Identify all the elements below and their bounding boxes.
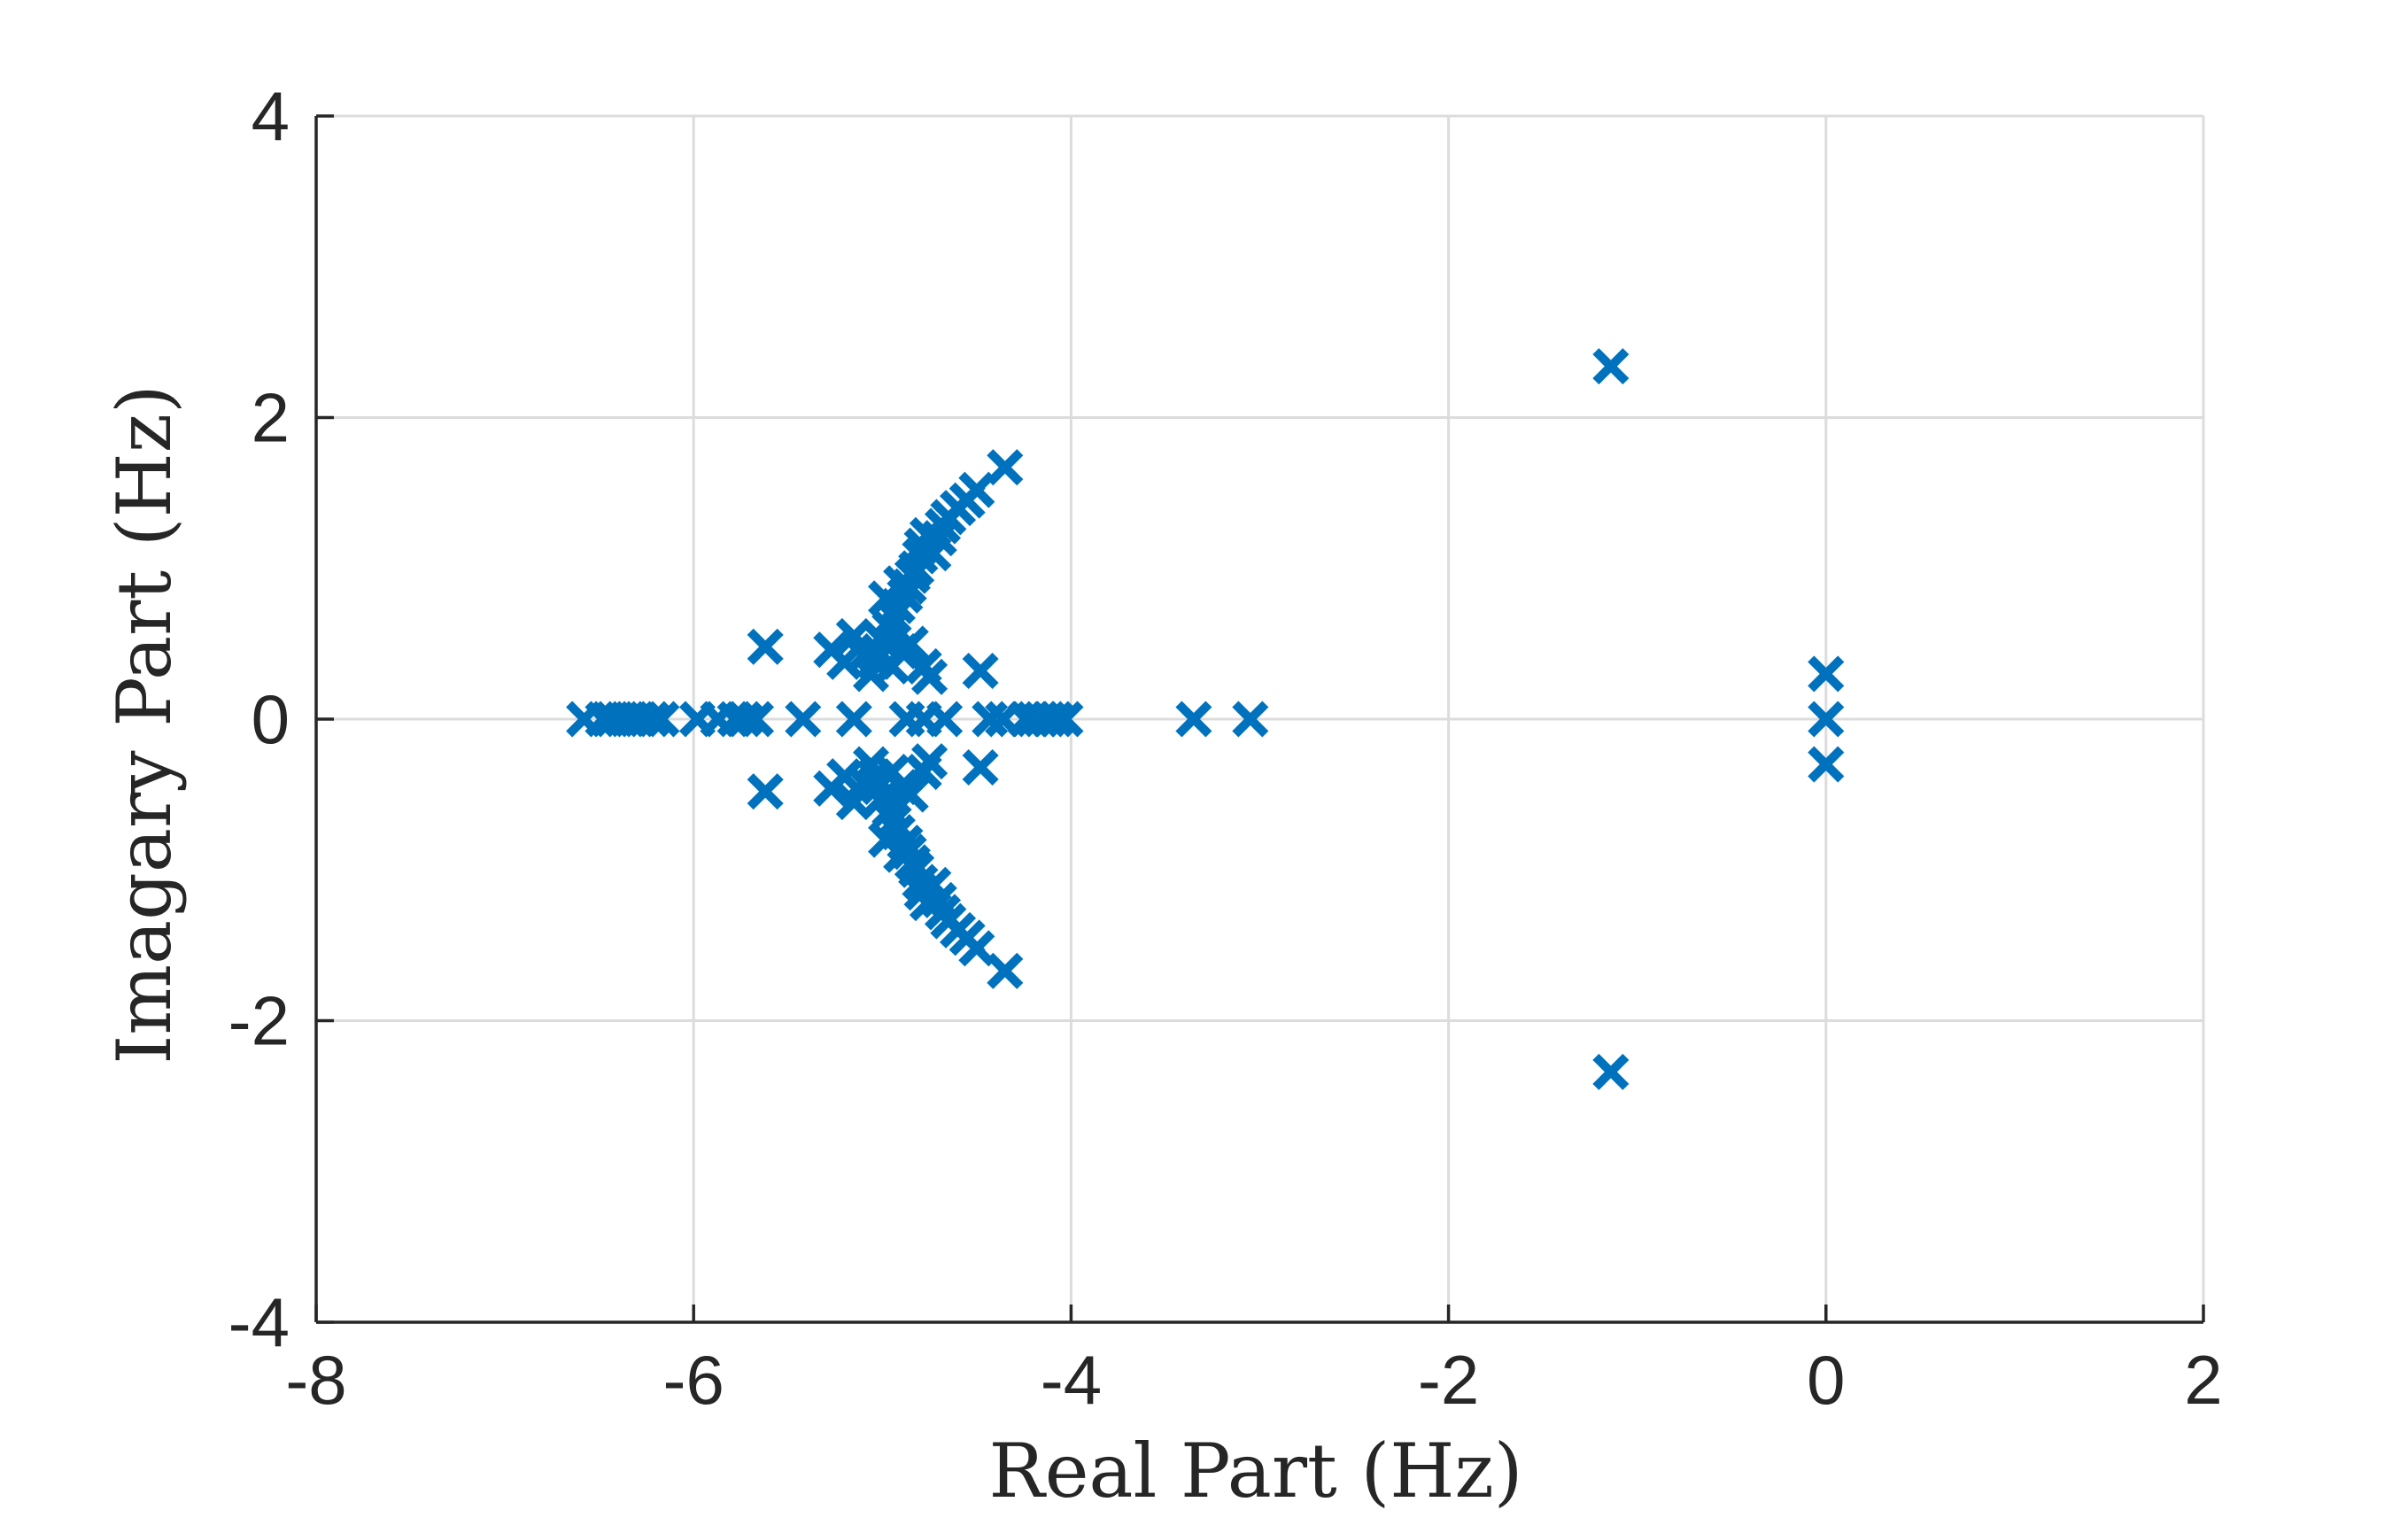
data-point [868, 821, 905, 858]
tick-labels: -8 -6 -4 -2 0 2 -4 -2 0 2 4 [228, 77, 2223, 1419]
data-point [737, 701, 775, 738]
data-point [785, 701, 822, 738]
x-tick-label: 2 [2184, 1341, 2222, 1419]
data-point [1175, 701, 1212, 738]
x-tick-label: 0 [1807, 1341, 1845, 1419]
data-point [892, 776, 929, 813]
data-point [1232, 701, 1269, 738]
data-point [1808, 655, 1845, 693]
data-point [987, 449, 1024, 486]
data-point [643, 701, 680, 738]
y-tick-label: 2 [252, 379, 290, 457]
x-tick-label: -6 [663, 1341, 724, 1419]
y-tick-label: -2 [228, 982, 290, 1060]
data-point [633, 701, 670, 738]
data-point [1808, 746, 1845, 783]
axes [314, 114, 2205, 1324]
data-point [1047, 701, 1084, 738]
data-point [926, 701, 964, 738]
data-point [813, 770, 850, 807]
data-point [911, 658, 948, 695]
data-markers [566, 348, 1845, 1090]
data-point [962, 748, 999, 786]
data-point [892, 625, 929, 662]
data-point [962, 652, 999, 690]
data-point [747, 628, 784, 665]
data-point [835, 784, 872, 821]
data-point [813, 631, 850, 669]
x-tick-label: -4 [1041, 1341, 1102, 1419]
data-point [726, 701, 763, 738]
data-point [972, 701, 1009, 738]
x-axis-label: Real Part (Hz) [988, 1428, 1522, 1514]
data-point [1037, 701, 1074, 738]
x-tick-label: -8 [285, 1341, 346, 1419]
y-tick-label: -4 [228, 1283, 290, 1361]
data-point [911, 743, 948, 780]
x-tick-label: -2 [1418, 1341, 1479, 1419]
data-point [747, 773, 784, 810]
data-point [987, 952, 1024, 989]
data-point [1808, 701, 1845, 738]
y-tick-label: 4 [252, 77, 290, 155]
data-point [1592, 1053, 1630, 1090]
data-point [868, 580, 905, 617]
y-tick-label: 0 [252, 680, 290, 758]
data-point [835, 701, 872, 738]
y-axis-label: Imagary Part (Hz) [101, 384, 188, 1065]
data-point [1592, 348, 1630, 385]
data-point [835, 617, 872, 654]
